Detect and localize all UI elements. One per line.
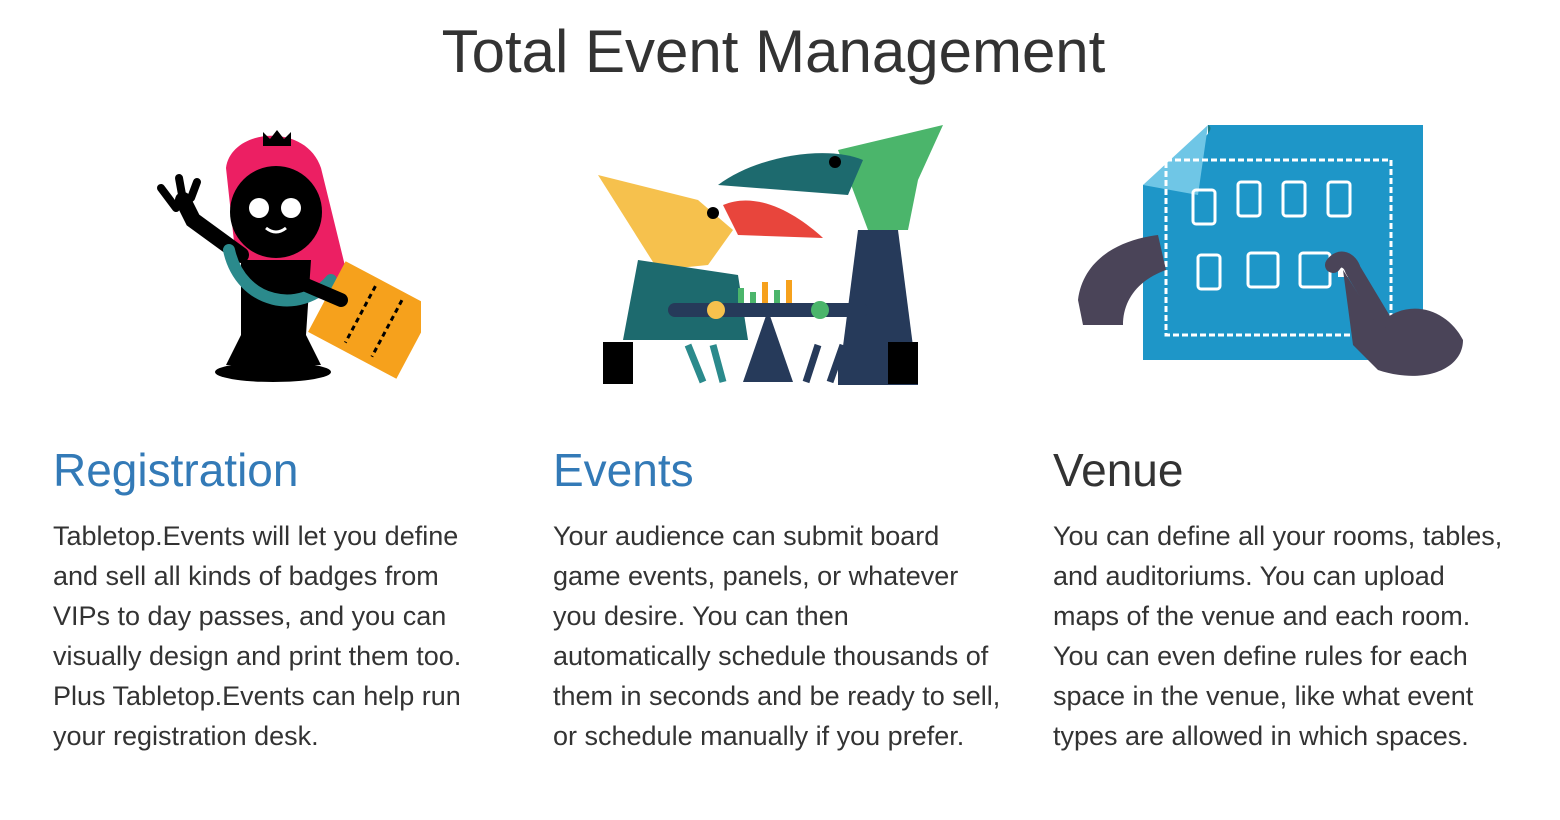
registration-heading-link[interactable]: Registration — [53, 444, 299, 496]
events-heading-link[interactable]: Events — [553, 444, 694, 496]
venue-heading: Venue — [1053, 444, 1184, 496]
registration-description: Tabletop.Events will let you define and … — [53, 521, 462, 751]
venue-description: You can define all your rooms, tables, a… — [1053, 521, 1503, 751]
badge-holder-illustration — [157, 130, 421, 382]
venue-map-illustration — [1078, 125, 1463, 376]
events-description: Your audience can submit board game even… — [553, 521, 1001, 751]
page-title: Total Event Management — [441, 18, 1106, 85]
board-game-players-illustration — [598, 125, 943, 385]
